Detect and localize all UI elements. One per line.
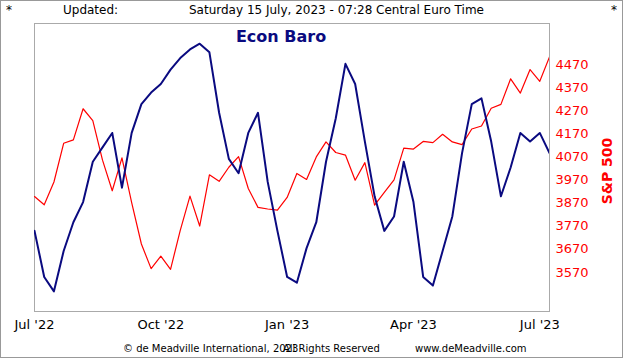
- svg-text:4470: 4470: [556, 57, 589, 72]
- svg-text:Jan '23: Jan '23: [264, 317, 309, 332]
- svg-text:3870: 3870: [556, 195, 589, 210]
- svg-text:3570: 3570: [556, 264, 589, 279]
- svg-text:3770: 3770: [556, 218, 589, 233]
- svg-text:3970: 3970: [556, 172, 589, 187]
- svg-text:Apr '23: Apr '23: [390, 317, 437, 332]
- html-text:Updated:: Updated:: [63, 3, 119, 17]
- svg-text:4270: 4270: [556, 103, 589, 118]
- svg-text:4370: 4370: [556, 80, 589, 95]
- svg-text:4170: 4170: [556, 126, 589, 141]
- svg-text:4070: 4070: [556, 149, 589, 164]
- html-text:www.deMeadville.com: www.deMeadville.com: [415, 343, 527, 354]
- svg-text:Jul '22: Jul '22: [14, 317, 55, 332]
- svg-text:Oct '22: Oct '22: [137, 317, 184, 332]
- html-text:S&P 500: S&P 500: [599, 137, 615, 205]
- svg-text:3670: 3670: [556, 241, 589, 256]
- html-text:All Rights Reserved: All Rights Reserved: [283, 343, 380, 354]
- html-text:Econ Baro: Econ Baro: [235, 27, 327, 46]
- html-text:© de Meadville International,: © de Meadville International, 2023: [123, 343, 299, 354]
- html-text:Saturday 15 July, 2023 - 07:28: Saturday 15 July, 2023 - 07:28 Central E…: [189, 3, 484, 17]
- svg-text:Jul '23: Jul '23: [519, 317, 560, 332]
